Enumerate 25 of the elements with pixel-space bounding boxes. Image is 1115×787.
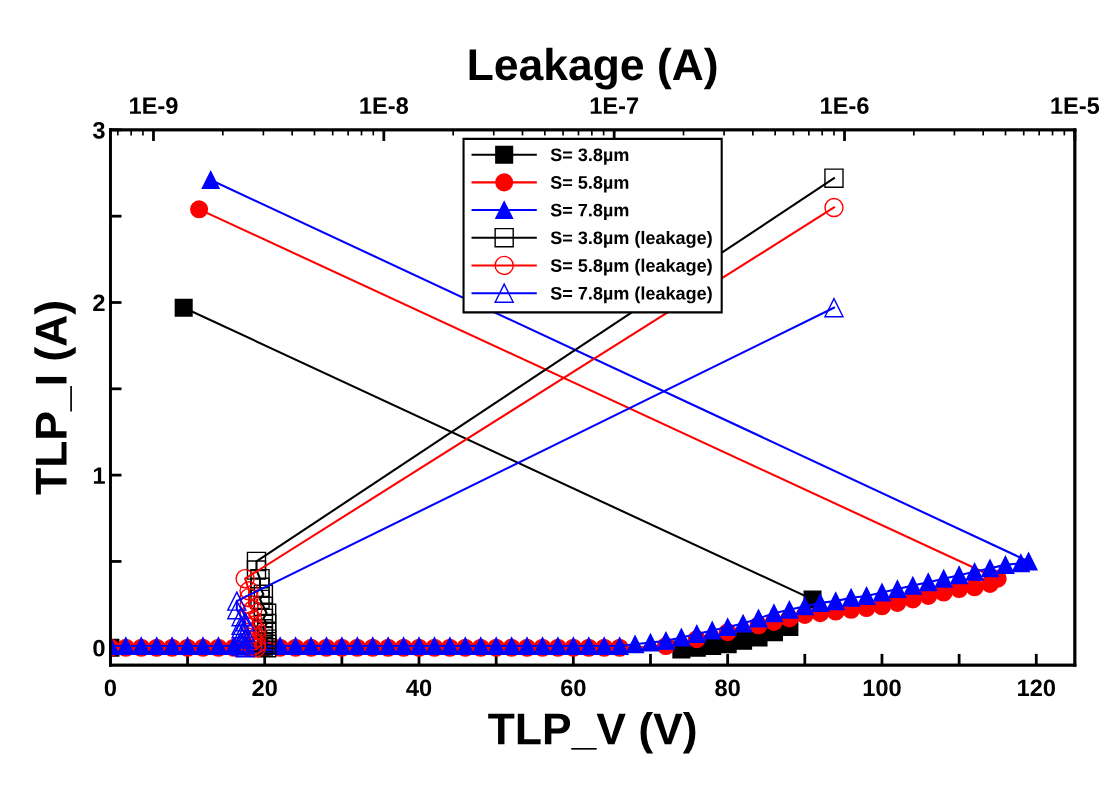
x-tick-label: 20 [252, 679, 277, 697]
x2-tick-label: 1E-6 [821, 97, 869, 115]
x2-tick-label: 1E-7 [590, 97, 639, 114]
legend-label: S= 7.8µm (leakage) [550, 286, 712, 304]
legend-label: S= 5.8µm [550, 176, 629, 193]
legend-label: S= 7.8µm [550, 203, 629, 221]
y-tick-label: 3 [92, 121, 105, 139]
y-axis-title: TLP_I (A) [34, 302, 76, 495]
legend-label: S= 3.8µm (leakage) [550, 230, 712, 248]
x-axis-title: TLP_V (V) [488, 712, 696, 754]
x-tick-label: 40 [406, 679, 432, 697]
y-tick-label: 2 [93, 294, 105, 312]
x2-tick-label: 1E-9 [130, 97, 178, 115]
legend-label: S= 3.8µm [550, 148, 629, 165]
y-tick-label: 1 [93, 467, 105, 484]
x-tick-label: 100 [863, 679, 901, 697]
legend-label: S= 5.8µm (leakage) [550, 258, 712, 276]
y-tick-label: 0 [93, 639, 105, 657]
x2-tick-label: 1E-5 [1051, 97, 1100, 115]
x2-tick-label: 1E-8 [360, 97, 409, 115]
x-tick-label: 120 [1018, 679, 1056, 697]
x-tick-label: 60 [561, 679, 586, 697]
x-tick-label: 80 [715, 679, 740, 697]
x2-axis-title: Leakage (A) [469, 47, 717, 90]
x-tick-label: 0 [104, 679, 116, 697]
